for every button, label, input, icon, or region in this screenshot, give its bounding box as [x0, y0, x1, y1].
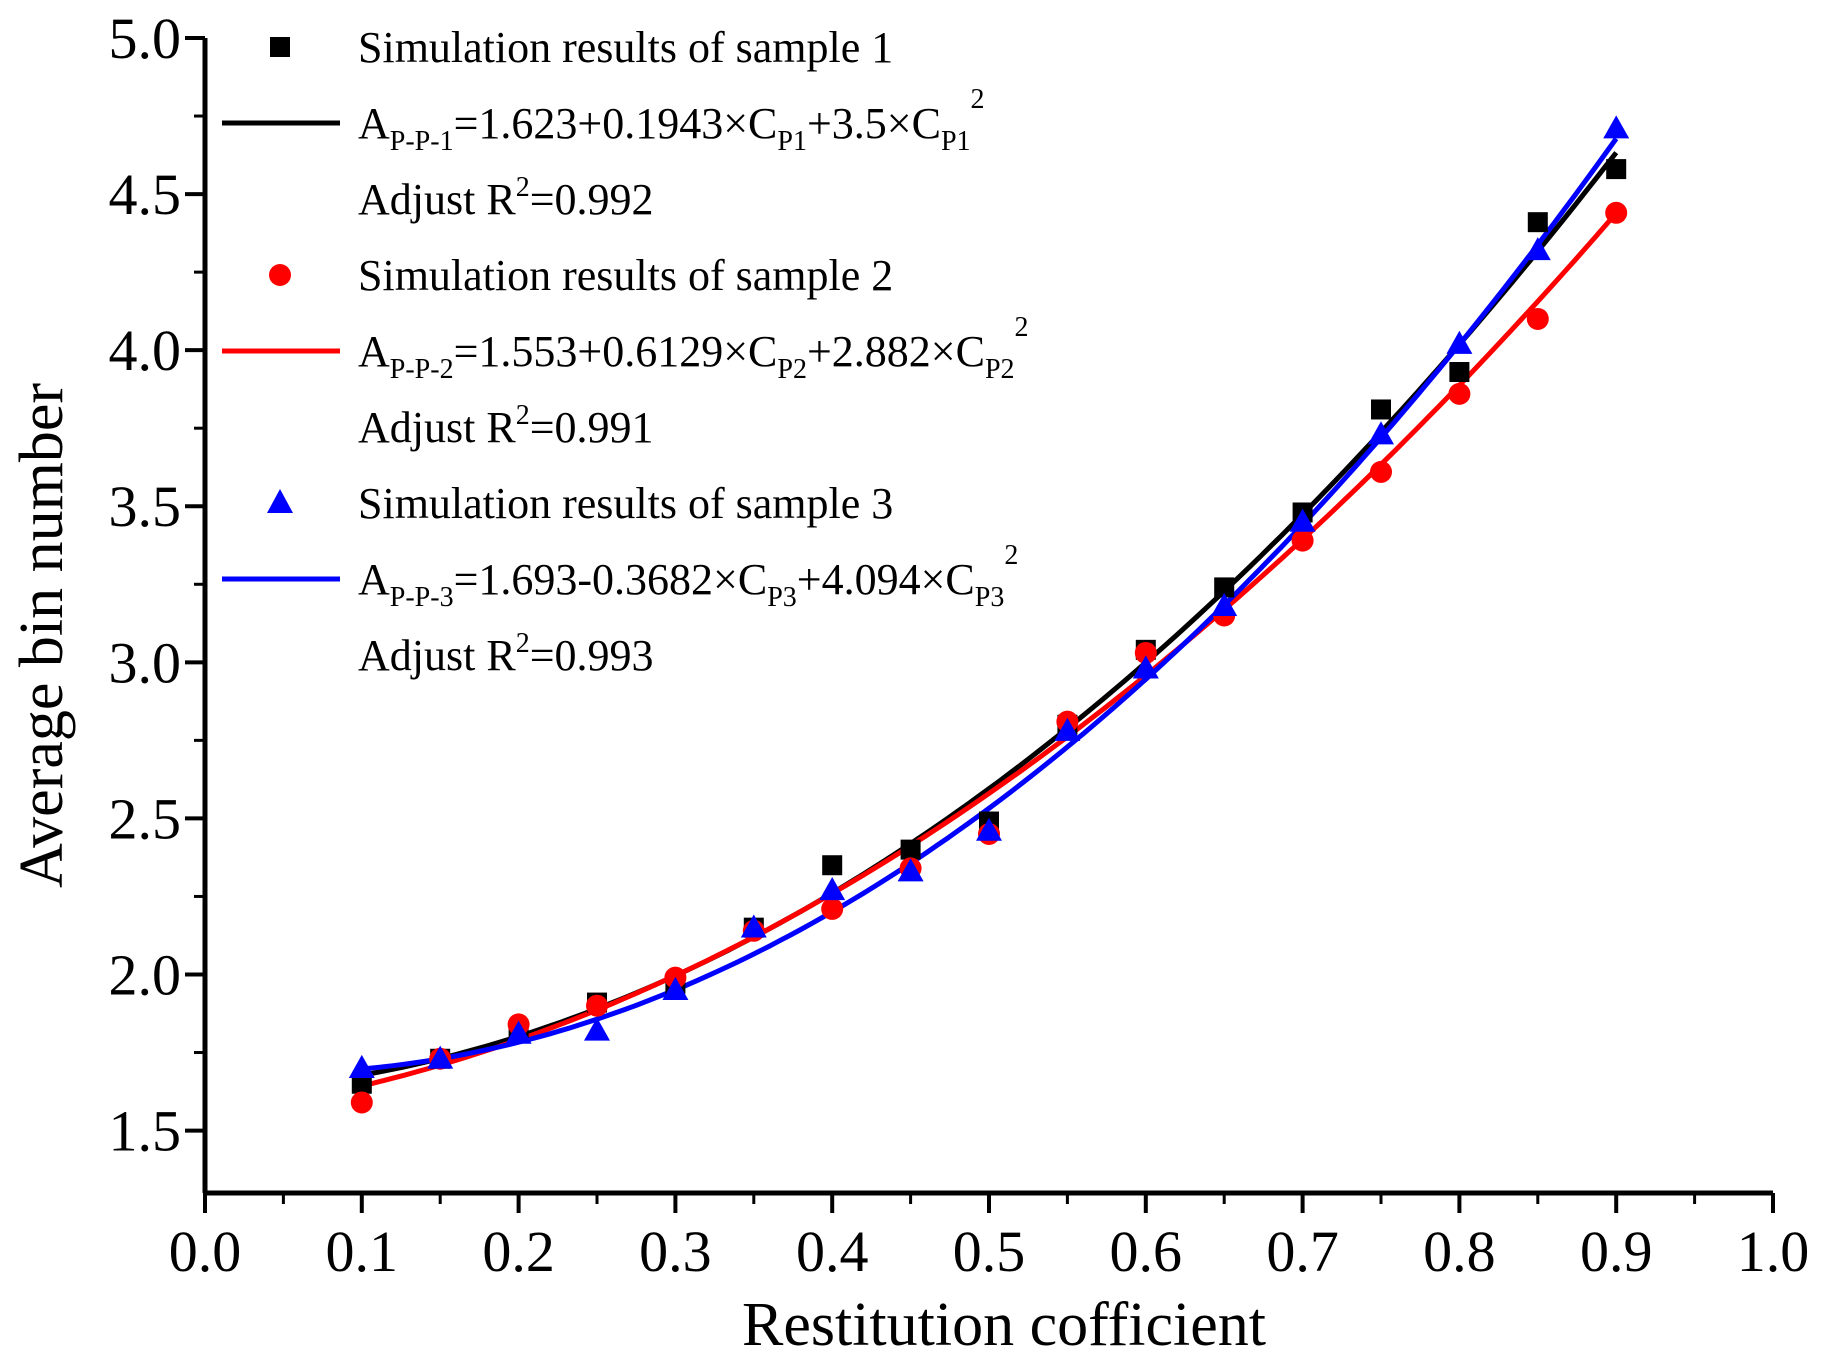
legend-label-sample-1: Simulation results of sample 1: [358, 23, 893, 72]
data-point-sample-1: [1606, 159, 1627, 180]
data-point-sample-3: [662, 976, 689, 1000]
y-tick-label: 5.0: [109, 6, 182, 71]
legend-marker-triangle: [267, 489, 293, 513]
data-point-sample-3: [1368, 421, 1394, 445]
data-point-sample-2: [1134, 641, 1157, 664]
data-point-sample-3: [1211, 592, 1238, 617]
data-point-sample-2: [586, 994, 608, 1017]
data-point-sample-2: [1291, 529, 1314, 552]
data-point-sample-3: [819, 877, 846, 901]
x-axis-title: Restitution cofficient: [742, 1291, 1266, 1359]
x-tick-label: 0.4: [796, 1219, 869, 1284]
data-point-sample-1: [900, 839, 921, 860]
x-tick-label: 0.0: [169, 1219, 242, 1284]
legend-fit-equation-1: AP-P-1=1.623+0.1943×CP1+3.5×CP12: [358, 84, 985, 157]
legend-r2-2: Adjust R2=0.991: [358, 400, 654, 452]
legend-marker-square: [270, 37, 290, 57]
data-point-sample-3: [1603, 115, 1630, 139]
data-point-sample-3: [427, 1045, 454, 1069]
data-point-sample-1: [1214, 577, 1235, 598]
data-point-sample-2: [821, 897, 844, 920]
legend-r2-3: Adjust R2=0.993: [358, 628, 654, 680]
legend-fit-equation-2: AP-P-2=1.553+0.6129×CP2+2.882×CP22: [358, 312, 1029, 385]
y-tick-label: 3.0: [109, 630, 182, 695]
data-point-sample-2: [1370, 460, 1392, 483]
y-tick-label: 2.0: [109, 942, 182, 1007]
data-point-sample-3: [897, 858, 924, 882]
x-tick-label: 0.2: [482, 1219, 555, 1284]
data-point-sample-3: [1524, 237, 1551, 261]
data-point-sample-2: [350, 1091, 373, 1114]
y-tick-label: 2.5: [109, 786, 182, 851]
legend: Simulation results of sample 1 AP-P-1=1.…: [222, 23, 1029, 680]
data-point-sample-2: [1526, 307, 1549, 330]
y-tick-label: 3.5: [109, 474, 182, 539]
x-tick-label: 0.5: [953, 1219, 1026, 1284]
x-tick-label: 1.0: [1737, 1219, 1810, 1284]
data-point-sample-3: [740, 914, 767, 938]
plot-area: 0.0 0.1 0.2 0.3 0.4 0.5 0.6 0.7 0.8 0.9 1.0 1.5 2.0 2…: [109, 6, 1810, 1284]
legend-r2-1: Adjust R2=0.992: [358, 172, 654, 224]
x-tick-label: 0.8: [1423, 1219, 1496, 1284]
x-tick-label: 0.3: [639, 1219, 712, 1284]
data-point-sample-3: [505, 1020, 532, 1044]
data-point-sample-3: [1054, 717, 1081, 741]
y-tick-label: 4.5: [109, 162, 182, 227]
x-tick-label: 0.9: [1580, 1219, 1653, 1284]
legend-fit-equation-3: AP-P-3=1.693-0.3682×CP3+4.094×CP32: [358, 540, 1018, 613]
legend-marker-circle: [269, 264, 291, 286]
data-point-sample-1: [351, 1073, 372, 1094]
data-point-sample-3: [1446, 330, 1473, 354]
data-point-sample-3: [1132, 655, 1159, 679]
fit-curve-sample-2: [361, 211, 1619, 1089]
legend-label-sample-2: Simulation results of sample 2: [358, 251, 893, 300]
data-point-sample-3: [348, 1054, 375, 1079]
x-tick-label: 0.7: [1266, 1219, 1339, 1284]
y-tick-label: 4.0: [109, 318, 182, 383]
data-point-sample-1: [822, 855, 843, 876]
y-axis-title: Average bin number: [8, 383, 76, 888]
x-tick-label: 0.1: [326, 1219, 399, 1284]
data-point-sample-2: [1605, 201, 1628, 224]
data-point-sample-1: [1449, 362, 1470, 383]
data-point-sample-3: [584, 1017, 610, 1041]
data-point-sample-3: [976, 817, 1002, 841]
legend-label-sample-3: Simulation results of sample 3: [358, 479, 893, 528]
data-point-sample-1: [1527, 212, 1548, 233]
data-point-sample-2: [1448, 382, 1471, 405]
y-tick-label: 1.5: [109, 1099, 182, 1164]
data-point-sample-3: [1289, 508, 1316, 532]
x-tick-label: 0.6: [1110, 1219, 1183, 1284]
fit-curve-sample-3: [361, 137, 1619, 1072]
data-point-sample-1: [1371, 399, 1391, 420]
